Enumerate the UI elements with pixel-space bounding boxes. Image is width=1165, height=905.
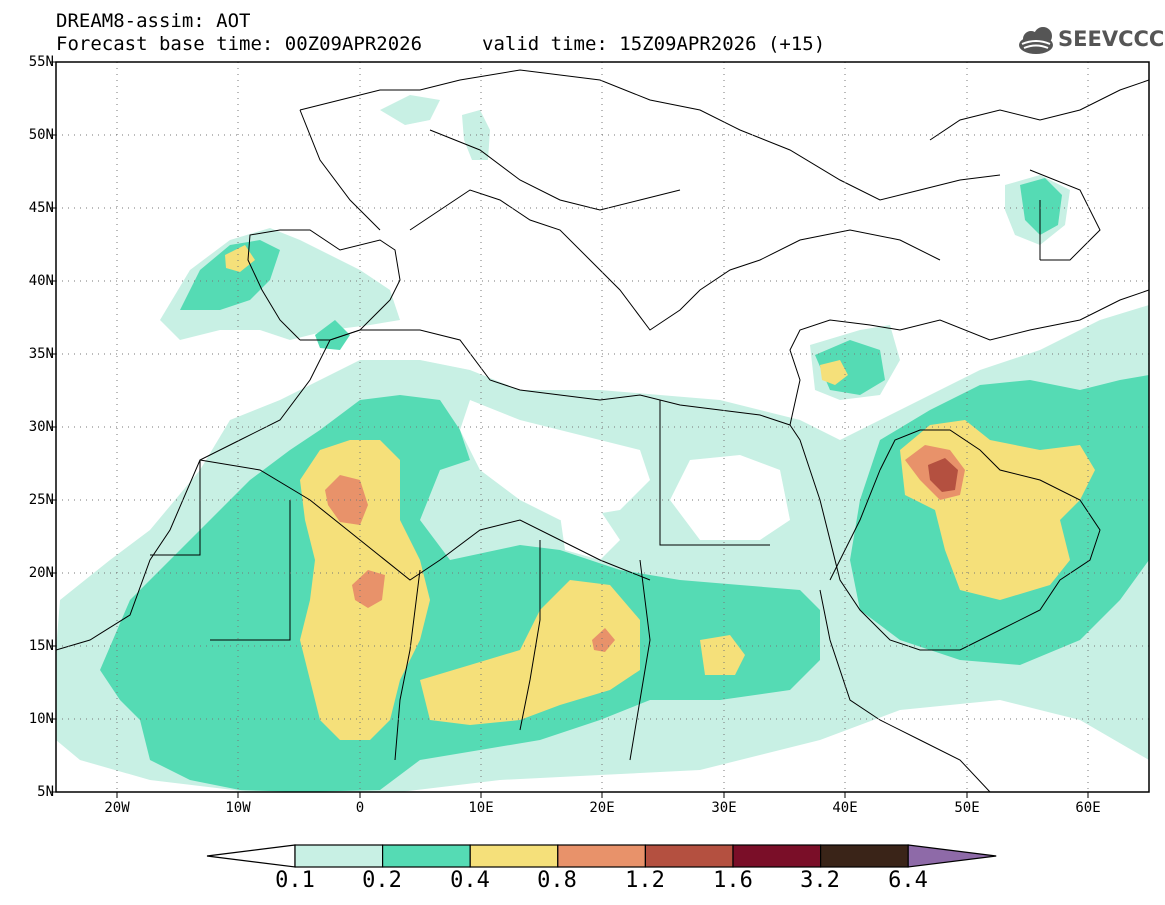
colorbar-label-0.8: 0.8 bbox=[537, 868, 577, 893]
colorbar-label-3.2: 3.2 bbox=[800, 868, 840, 893]
lon-label-30e: 30E bbox=[711, 800, 737, 816]
lat-label-35n: 35N bbox=[28, 346, 54, 362]
model-title: DREAM8-assim: AOT bbox=[56, 10, 251, 32]
lon-label-60e: 60E bbox=[1075, 800, 1101, 816]
lat-label-25n: 25N bbox=[28, 492, 54, 508]
lat-label-55n: 55N bbox=[28, 54, 54, 70]
lat-label-15n: 15N bbox=[28, 638, 54, 654]
lat-label-10n: 10N bbox=[28, 711, 54, 727]
axis-ticks bbox=[50, 61, 1089, 798]
borders bbox=[56, 69, 1149, 792]
lon-label-20e: 20E bbox=[589, 800, 615, 816]
forecast-base-time: Forecast base time: 00Z09APR2026 bbox=[56, 33, 423, 55]
lon-label-0: 0 bbox=[355, 800, 365, 816]
lon-label-50e: 50E bbox=[954, 800, 980, 816]
lat-label-45n: 45N bbox=[28, 200, 54, 216]
lat-label-20n: 20N bbox=[28, 565, 54, 581]
lat-label-40n: 40N bbox=[28, 273, 54, 289]
lat-label-30n: 30N bbox=[28, 419, 54, 435]
logo-text: SEEVCCC bbox=[1058, 27, 1165, 51]
colorbar-label-0.2: 0.2 bbox=[362, 868, 402, 893]
colorbar-label-0.4: 0.4 bbox=[450, 868, 490, 893]
grid bbox=[56, 62, 1149, 792]
colorbar-label-1.6: 1.6 bbox=[713, 868, 753, 893]
lon-label-40e: 40E bbox=[832, 800, 858, 816]
valid-time: valid time: 15Z09APR2026 (+15) bbox=[482, 33, 826, 55]
colorbar-label-6.4: 6.4 bbox=[888, 868, 928, 893]
aot-field bbox=[56, 62, 1149, 792]
colorbar-label-0.1: 0.1 bbox=[275, 868, 315, 893]
lat-label-50n: 50N bbox=[28, 127, 54, 143]
lon-label-10w: 10W bbox=[225, 800, 251, 816]
seevccc-logo bbox=[1019, 27, 1053, 54]
lon-label-20w: 20W bbox=[104, 800, 130, 816]
colorbar-label-1.2: 1.2 bbox=[625, 868, 665, 893]
cloud-icon bbox=[1019, 27, 1053, 54]
lat-label-5n: 5N bbox=[37, 784, 54, 800]
lon-label-10e: 10E bbox=[468, 800, 494, 816]
